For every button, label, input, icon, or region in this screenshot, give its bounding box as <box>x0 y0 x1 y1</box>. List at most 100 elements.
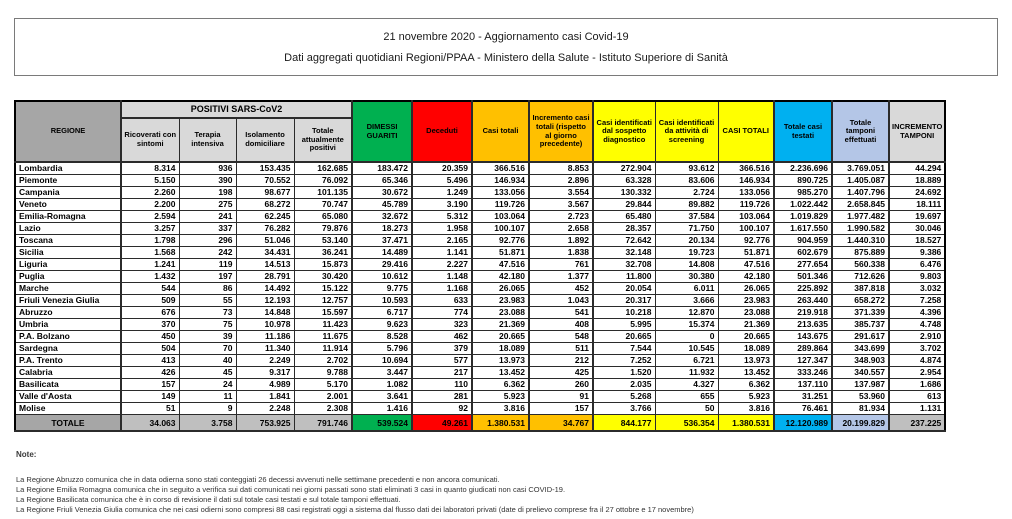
region-row: Sicilia 1.568 242 34.431 36.241 14.489 1.141 51… <box>14 245 946 259</box>
table-cell: 4.327 <box>654 377 719 391</box>
table-cell: 9.386 <box>887 245 946 259</box>
table-cell: 23.983 <box>717 293 775 307</box>
table-cell: 119 <box>178 257 237 271</box>
table-cell: 86 <box>178 281 237 295</box>
region-row: Emilia-Romagna 2.594 241 62.245 65.080 32.672… <box>14 209 946 223</box>
region-name: Liguria <box>14 257 122 271</box>
table-cell: 10.612 <box>351 269 413 283</box>
table-cell: 23.088 <box>717 305 775 319</box>
table-cell: 2.165 <box>411 233 473 247</box>
table-cell: 28.791 <box>235 269 295 283</box>
table-cell: 26.065 <box>471 281 530 295</box>
table-cell: 29.416 <box>351 257 413 271</box>
table-cell: 137.987 <box>831 377 890 391</box>
table-cell: 51 <box>120 401 180 415</box>
table-cell: 53.960 <box>831 389 890 403</box>
table-cell: 242 <box>178 245 237 259</box>
region-name: Calabria <box>14 365 122 379</box>
table-cell: 219.918 <box>773 305 833 319</box>
table-cell: 73 <box>178 305 237 319</box>
table-cell: 5.268 <box>592 389 656 403</box>
table-cell: 2.702 <box>293 353 353 367</box>
table-cell: 13.452 <box>471 365 530 379</box>
table-cell: 71.750 <box>654 221 719 235</box>
table-cell: 462 <box>411 329 473 343</box>
table-cell: 1.249 <box>411 185 473 199</box>
total-cell: 536.354 <box>654 413 719 433</box>
table-cell: 65.346 <box>351 173 413 187</box>
region-name: Friuli Venezia Giulia <box>14 293 122 307</box>
table-cell: 37.471 <box>351 233 413 247</box>
table-cell: 42.180 <box>471 269 530 283</box>
region-name: Umbria <box>14 317 122 331</box>
table-cell: 1.892 <box>528 233 594 247</box>
table-cell: 157 <box>120 377 180 391</box>
col-header-casi-testati: Totale casi testati <box>773 100 833 163</box>
table-cell: 633 <box>411 293 473 307</box>
table-cell: 53.140 <box>293 233 353 247</box>
table-cell: 1.432 <box>120 269 180 283</box>
table-cell: 263.440 <box>773 293 833 307</box>
table-cell: 366.516 <box>717 161 775 175</box>
table-cell: 5.170 <box>293 377 353 391</box>
table-cell: 127.347 <box>773 353 833 367</box>
table-cell: 413 <box>120 353 180 367</box>
table-cell: 10.694 <box>351 353 413 367</box>
table-cell: 50 <box>654 401 719 415</box>
table-cell: 13.973 <box>717 353 775 367</box>
table-cell: 51.871 <box>471 245 530 259</box>
title-box: 21 novembre 2020 - Aggiornamento casi Co… <box>14 18 998 76</box>
table-cell: 340.557 <box>831 365 890 379</box>
table-cell: 658.272 <box>831 293 890 307</box>
table-cell: 1.131 <box>887 401 946 415</box>
table-cell: 277.654 <box>773 257 833 271</box>
table-cell: 1.168 <box>411 281 473 295</box>
table-cell: 2.227 <box>411 257 473 271</box>
table-cell: 2.723 <box>528 209 594 223</box>
table-cell: 65.480 <box>592 209 656 223</box>
table-cell: 197 <box>178 269 237 283</box>
table-cell: 63.328 <box>592 173 656 187</box>
table-cell: 62.245 <box>235 209 295 223</box>
table-cell: 18.273 <box>351 221 413 235</box>
table-cell: 3.257 <box>120 221 180 235</box>
table-cell: 157 <box>528 401 594 415</box>
table-cell: 20.317 <box>592 293 656 307</box>
region-row: Lombardia 8.314 936 153.435 162.685 183.472 20… <box>14 161 946 175</box>
table-cell: 1.520 <box>592 365 656 379</box>
table-cell: 11.914 <box>293 341 353 355</box>
col-header-sospetto-diagnostico: Casi identificati dal sospetto diagnosti… <box>592 100 656 163</box>
region-name: Toscana <box>14 233 122 247</box>
total-cell: 3.758 <box>178 413 237 433</box>
region-row: Toscana 1.798 296 51.046 53.140 37.471 2.165 92… <box>14 233 946 247</box>
table-cell: 1.082 <box>351 377 413 391</box>
total-cell: 539.524 <box>351 413 413 433</box>
col-header-terapia-intensiva: Terapia intensiva <box>178 117 237 163</box>
table-cell: 83.606 <box>654 173 719 187</box>
table-cell: 4.989 <box>235 377 295 391</box>
table-cell: 133.056 <box>717 185 775 199</box>
table-cell: 450 <box>120 329 180 343</box>
table-cell: 24 <box>178 377 237 391</box>
region-name: Molise <box>14 401 122 415</box>
table-cell: 5.150 <box>120 173 180 187</box>
table-cell: 81.934 <box>831 401 890 415</box>
table-cell: 5.923 <box>717 389 775 403</box>
total-row: TOTALE 34.063 3.758 753.925 791.746 539.524 4… <box>14 413 946 433</box>
table-cell: 2.896 <box>528 173 594 187</box>
table-cell: 390 <box>178 173 237 187</box>
total-cell: 753.925 <box>235 413 295 433</box>
table-cell: 1.022.442 <box>773 197 833 211</box>
col-header-regione: REGIONE <box>14 100 122 163</box>
table-cell: 212 <box>528 353 594 367</box>
table-cell: 3.567 <box>528 197 594 211</box>
table-cell: 36.241 <box>293 245 353 259</box>
table-cell: 20.665 <box>592 329 656 343</box>
total-cell: 12.120.989 <box>773 413 833 433</box>
table-cell: 100.107 <box>471 221 530 235</box>
region-row: Marche 544 86 14.492 15.122 9.775 1.168 26.065 4… <box>14 281 946 295</box>
table-cell: 11.186 <box>235 329 295 343</box>
table-cell: 379 <box>411 341 473 355</box>
table-cell: 217 <box>411 365 473 379</box>
